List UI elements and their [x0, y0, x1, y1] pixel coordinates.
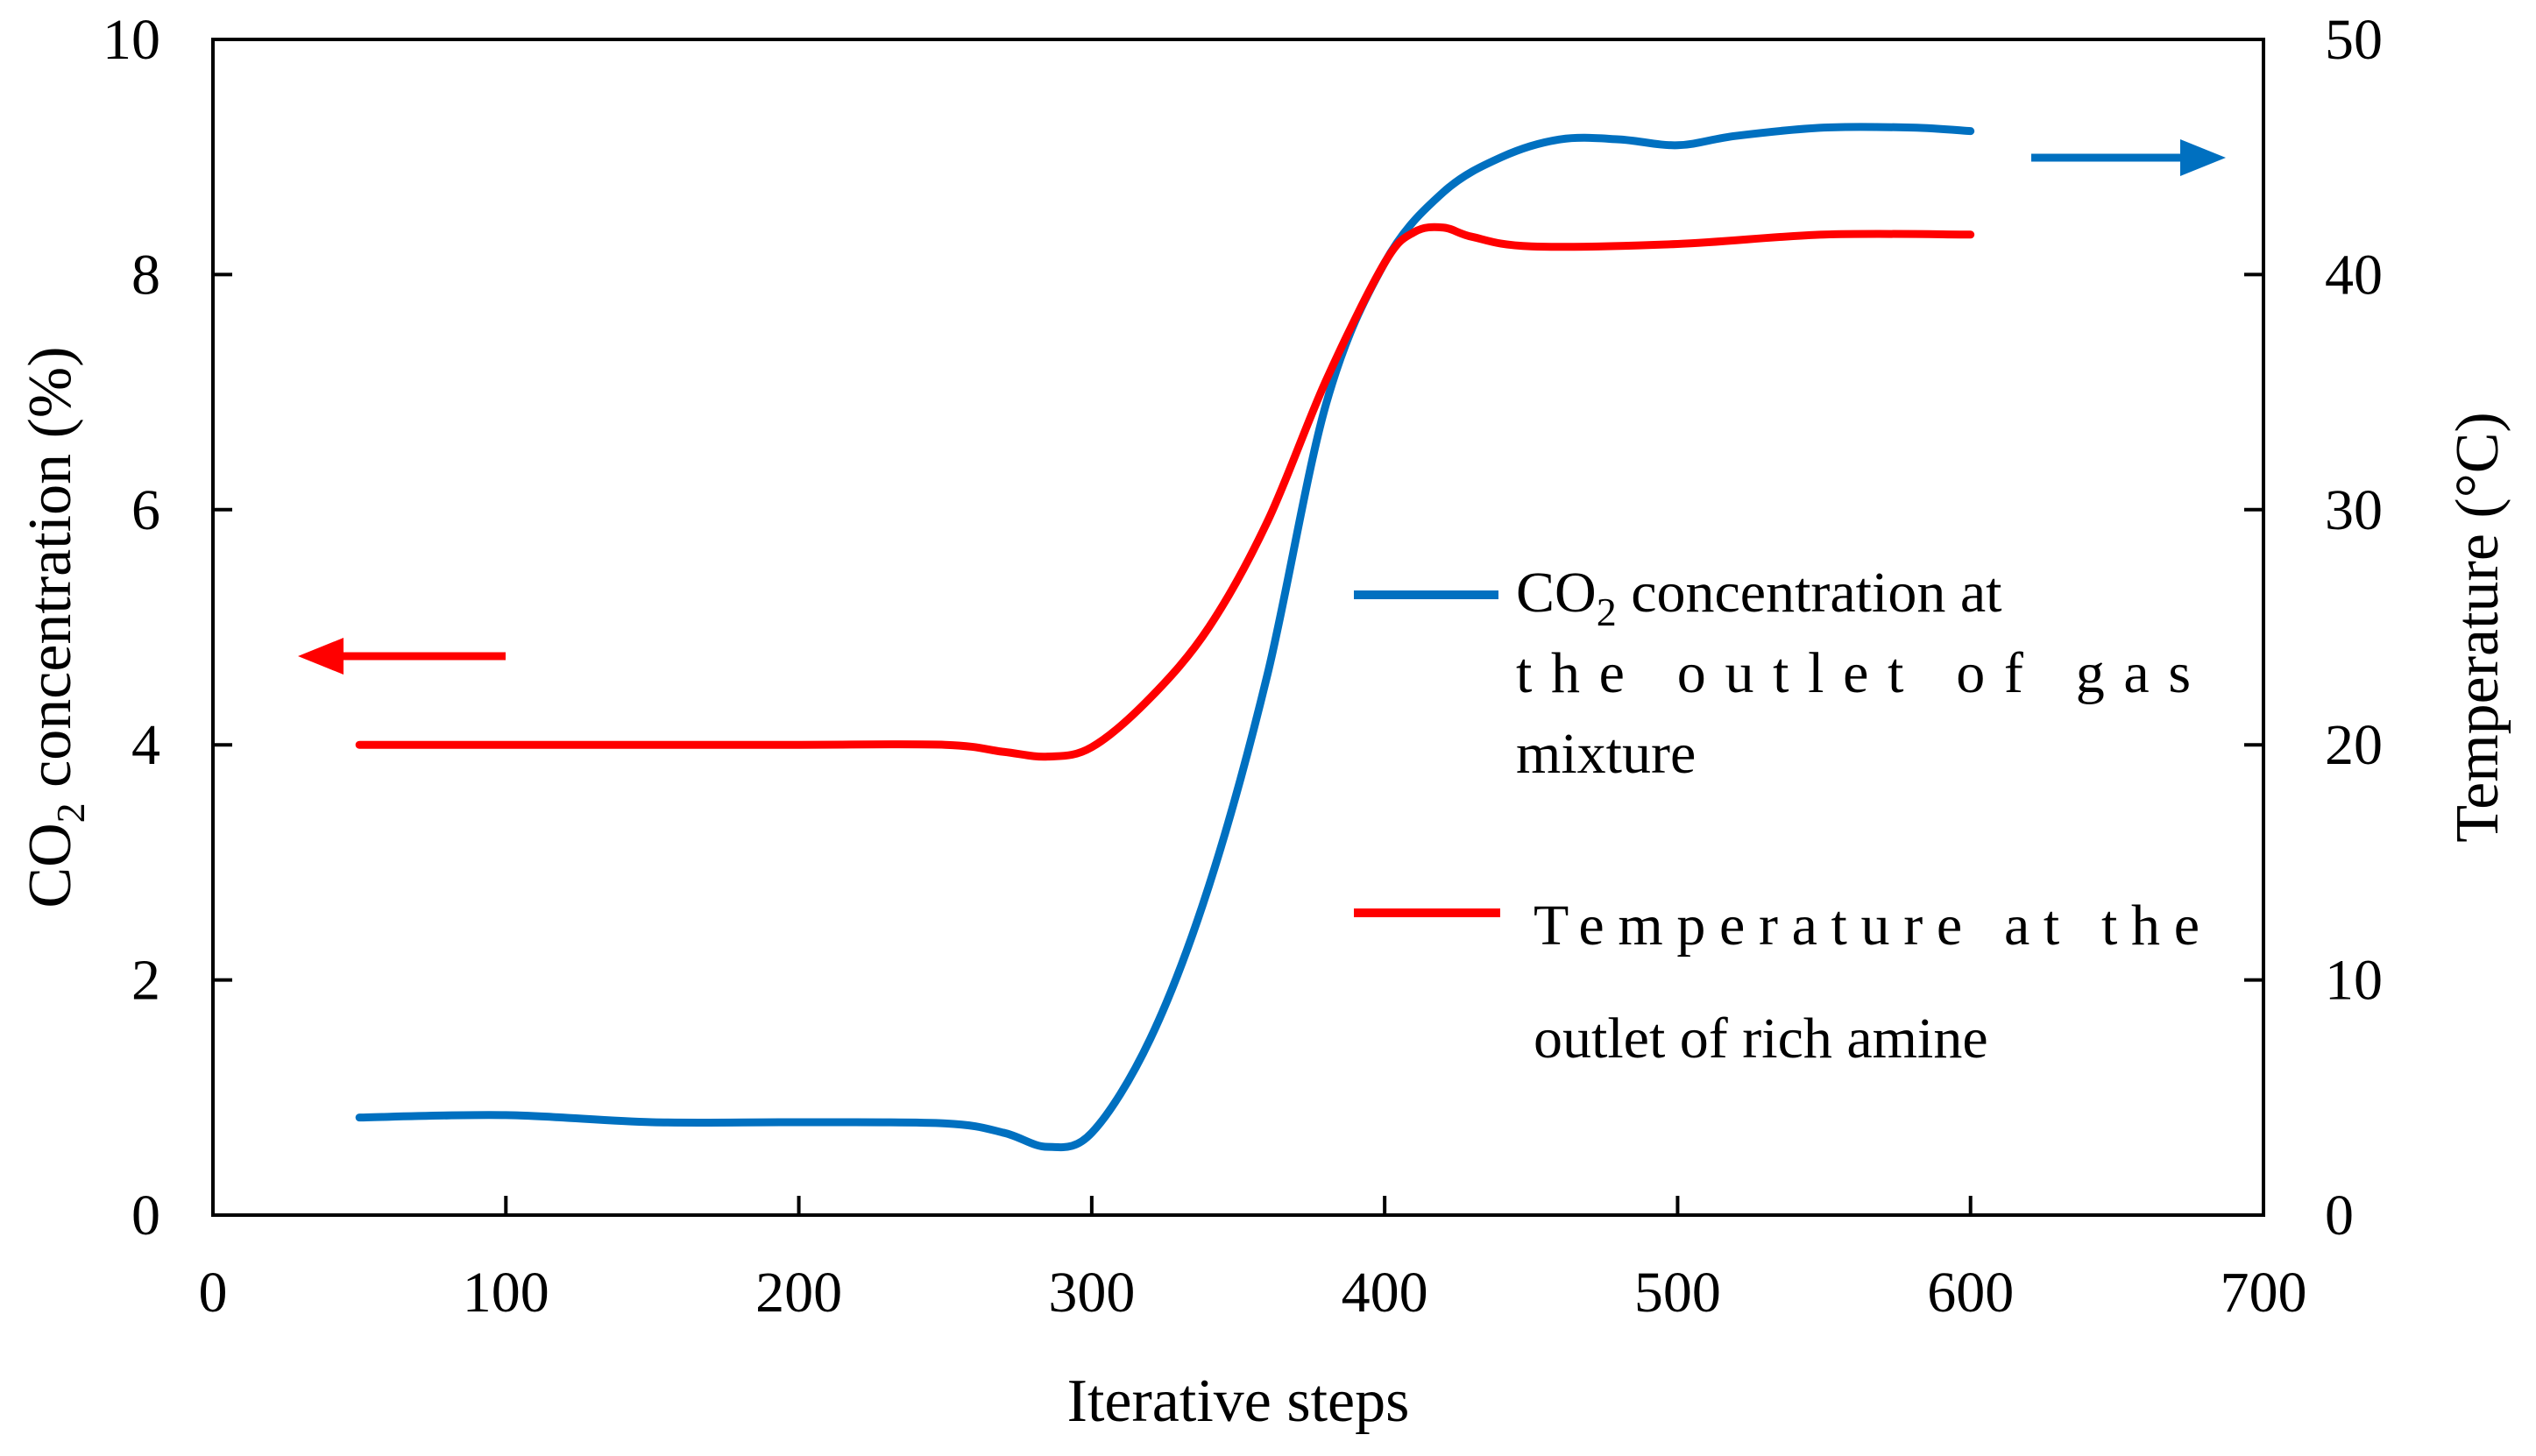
series-layer: [355, 123, 1975, 1152]
x-tick-label: 200: [755, 1261, 842, 1325]
left-axis-arrow-head: [298, 638, 344, 675]
y-left-tick-label: 2: [131, 949, 160, 1013]
x-axis-title: Iterative steps: [1067, 1368, 1410, 1435]
y-left-tick-label: 4: [131, 713, 160, 777]
y-left-axis-title: CO2 concentration (%): [17, 346, 93, 908]
x-tick-label: 300: [1048, 1261, 1135, 1325]
y-axis-left: 0 2 4 6 8 10: [103, 8, 232, 1247]
co2-concentration-line: [355, 123, 1975, 1152]
x-axis: 0 100 200 300 400 500 600 700: [199, 1196, 2307, 1325]
legend-temp-line1: Temperature at the: [1534, 894, 2200, 958]
legend: CO2 concentration at the outlet of gas mix…: [1354, 561, 2200, 1071]
y-left-tick-label: 6: [131, 478, 160, 542]
x-tick-label: 500: [1634, 1261, 1721, 1325]
y-right-axis-title: Temperature (°C): [2444, 412, 2511, 842]
legend-co2-line3: mixture: [1516, 722, 1696, 786]
plot-area-frame: [211, 38, 2265, 1217]
x-tick-label: 100: [463, 1261, 549, 1325]
y-left-tick-label: 8: [131, 243, 160, 307]
right-axis-arrow-head: [2180, 139, 2226, 176]
y-right-tick-label: 0: [2325, 1184, 2354, 1247]
x-tick-label: 600: [1927, 1261, 2014, 1325]
axis-arrows: [298, 139, 2226, 675]
y-left-tick-label: 10: [103, 8, 160, 72]
legend-co2-line2: the outlet of gas: [1516, 641, 2191, 705]
x-tick-label: 700: [2221, 1261, 2307, 1325]
y-right-tick-label: 30: [2325, 478, 2383, 542]
y-right-tick-label: 40: [2325, 243, 2383, 307]
y-right-tick-label: 10: [2325, 949, 2383, 1013]
axis-titles: Iterative steps CO2 concentration (%) Temp…: [17, 346, 2511, 1435]
temperature-line: [355, 223, 1975, 761]
x-tick-label: 400: [1342, 1261, 1428, 1325]
y-right-tick-label: 20: [2325, 713, 2383, 777]
y-left-tick-label: 0: [131, 1184, 160, 1247]
y-right-tick-label: 50: [2325, 8, 2383, 72]
y-axis-right: 0 10 20 30 40 50: [2244, 8, 2383, 1247]
legend-temp-line2: outlet of rich amine: [1534, 1007, 1988, 1071]
x-tick-label: 0: [199, 1261, 228, 1325]
legend-co2-line1: CO2 concentration at: [1516, 561, 2001, 634]
plot-border: [211, 38, 2265, 1217]
